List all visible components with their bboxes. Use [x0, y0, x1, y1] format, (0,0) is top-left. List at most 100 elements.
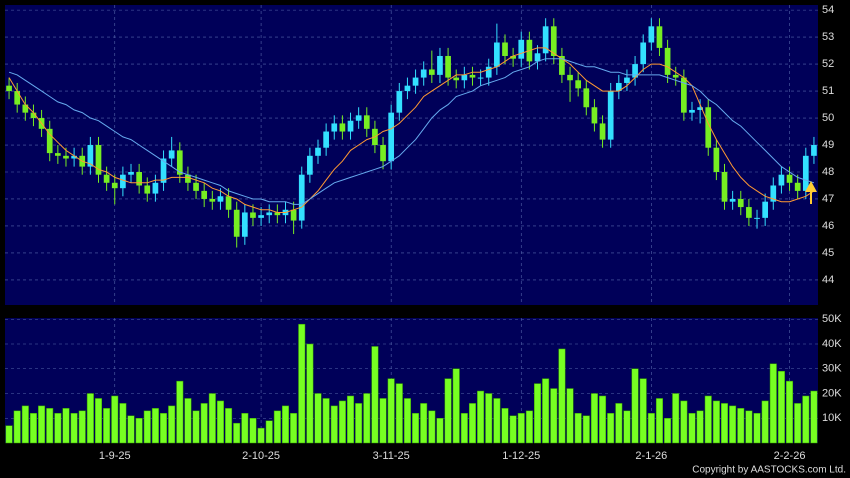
candle-body — [786, 174, 793, 183]
volume-bar — [802, 395, 810, 444]
candle-body — [437, 55, 443, 75]
volume-bar — [753, 413, 761, 444]
volume-bar — [103, 408, 111, 444]
candle-body — [550, 26, 557, 56]
volume-bar — [566, 388, 574, 444]
volume-bar — [623, 410, 631, 444]
candle-body — [95, 145, 102, 175]
volume-bar — [78, 410, 86, 444]
candle-body — [120, 174, 126, 189]
y-tick-label: 44 — [822, 274, 834, 286]
candle-body — [201, 190, 208, 199]
candle-body — [567, 74, 573, 81]
volume-bar — [452, 368, 460, 444]
candle-body — [762, 201, 769, 218]
volume-bar — [769, 363, 777, 444]
volume-bar — [111, 395, 119, 444]
candle-body — [420, 69, 427, 78]
candle-body — [331, 123, 338, 132]
candle-body — [380, 145, 386, 162]
candle-body — [510, 55, 516, 59]
x-tick-label: 2-10-25 — [242, 450, 280, 462]
candle-body — [315, 147, 321, 156]
volume-bar — [21, 405, 29, 444]
x-tick-label: 1-12-25 — [502, 450, 540, 462]
volume-bar — [46, 408, 54, 444]
candle-body — [388, 112, 395, 162]
candle-body — [534, 53, 541, 62]
volume-bar — [745, 410, 753, 444]
volume-bar — [192, 410, 200, 444]
volume-bar — [338, 400, 346, 444]
volume-bar — [639, 378, 647, 444]
candle-body — [136, 171, 142, 186]
volume-bar — [379, 398, 387, 444]
volume-bar — [371, 346, 379, 444]
volume-bar — [534, 383, 542, 444]
volume-bar — [330, 405, 338, 444]
candle-body — [802, 155, 809, 191]
volume-bar — [810, 390, 818, 444]
volume-bar — [314, 393, 322, 444]
candle-body — [274, 212, 281, 216]
volume-bar — [777, 370, 785, 444]
candle-body — [705, 107, 712, 148]
volume-bar — [550, 388, 558, 444]
candle-body — [355, 115, 362, 121]
candle-body — [30, 112, 37, 119]
candle-body — [152, 182, 159, 194]
volume-bar — [403, 398, 411, 444]
volume-bar — [273, 410, 281, 444]
volume-bar — [54, 413, 62, 444]
volume-bar — [737, 408, 745, 444]
volume-bar — [631, 368, 639, 444]
y-tick-label: 49 — [822, 139, 834, 151]
volume-bar — [590, 393, 598, 444]
volume-bar — [62, 408, 70, 444]
y-tick-label: 51 — [822, 85, 834, 97]
volume-bar — [86, 393, 94, 444]
volume-bar — [647, 413, 655, 444]
volume-bar — [786, 380, 794, 444]
y-tick-label: 20K — [822, 387, 842, 399]
volume-bar — [525, 410, 533, 444]
volume-bar — [672, 393, 680, 444]
volume-bar — [281, 405, 289, 444]
volume-bar — [249, 417, 257, 444]
volume-bar — [599, 395, 607, 444]
candle-body — [713, 147, 720, 172]
volume-bar — [265, 420, 273, 444]
candle-body — [71, 155, 77, 159]
candle-body — [54, 153, 61, 156]
candle-body — [225, 196, 232, 210]
volume-bar — [761, 400, 769, 444]
candle-body — [640, 42, 647, 65]
candle-body — [559, 55, 565, 75]
candle-body — [754, 217, 760, 219]
volume-bar — [355, 403, 363, 444]
volume-bar — [233, 422, 241, 444]
volume-bar — [477, 390, 485, 444]
candle-body — [469, 74, 476, 78]
volume-bar — [704, 395, 712, 444]
y-tick-label: 53 — [822, 31, 834, 43]
volume-panel — [5, 318, 818, 443]
volume-bar — [574, 413, 582, 444]
candle-body — [648, 26, 655, 43]
volume-bar — [241, 413, 249, 444]
candle-body — [461, 74, 468, 81]
candle-body — [599, 123, 606, 140]
volume-bar — [460, 413, 468, 444]
volume-bar — [127, 415, 135, 444]
y-tick-label: 46 — [822, 220, 834, 232]
volume-bar — [680, 400, 688, 444]
volume-bar — [420, 403, 428, 444]
price-panel — [5, 5, 818, 305]
candle-body — [144, 185, 151, 194]
volume-bar — [322, 398, 330, 444]
volume-bar — [712, 400, 720, 444]
candle-body — [258, 215, 264, 218]
candle-body — [6, 85, 12, 92]
y-tick-label: 10K — [822, 412, 842, 424]
candle-body — [428, 69, 435, 75]
